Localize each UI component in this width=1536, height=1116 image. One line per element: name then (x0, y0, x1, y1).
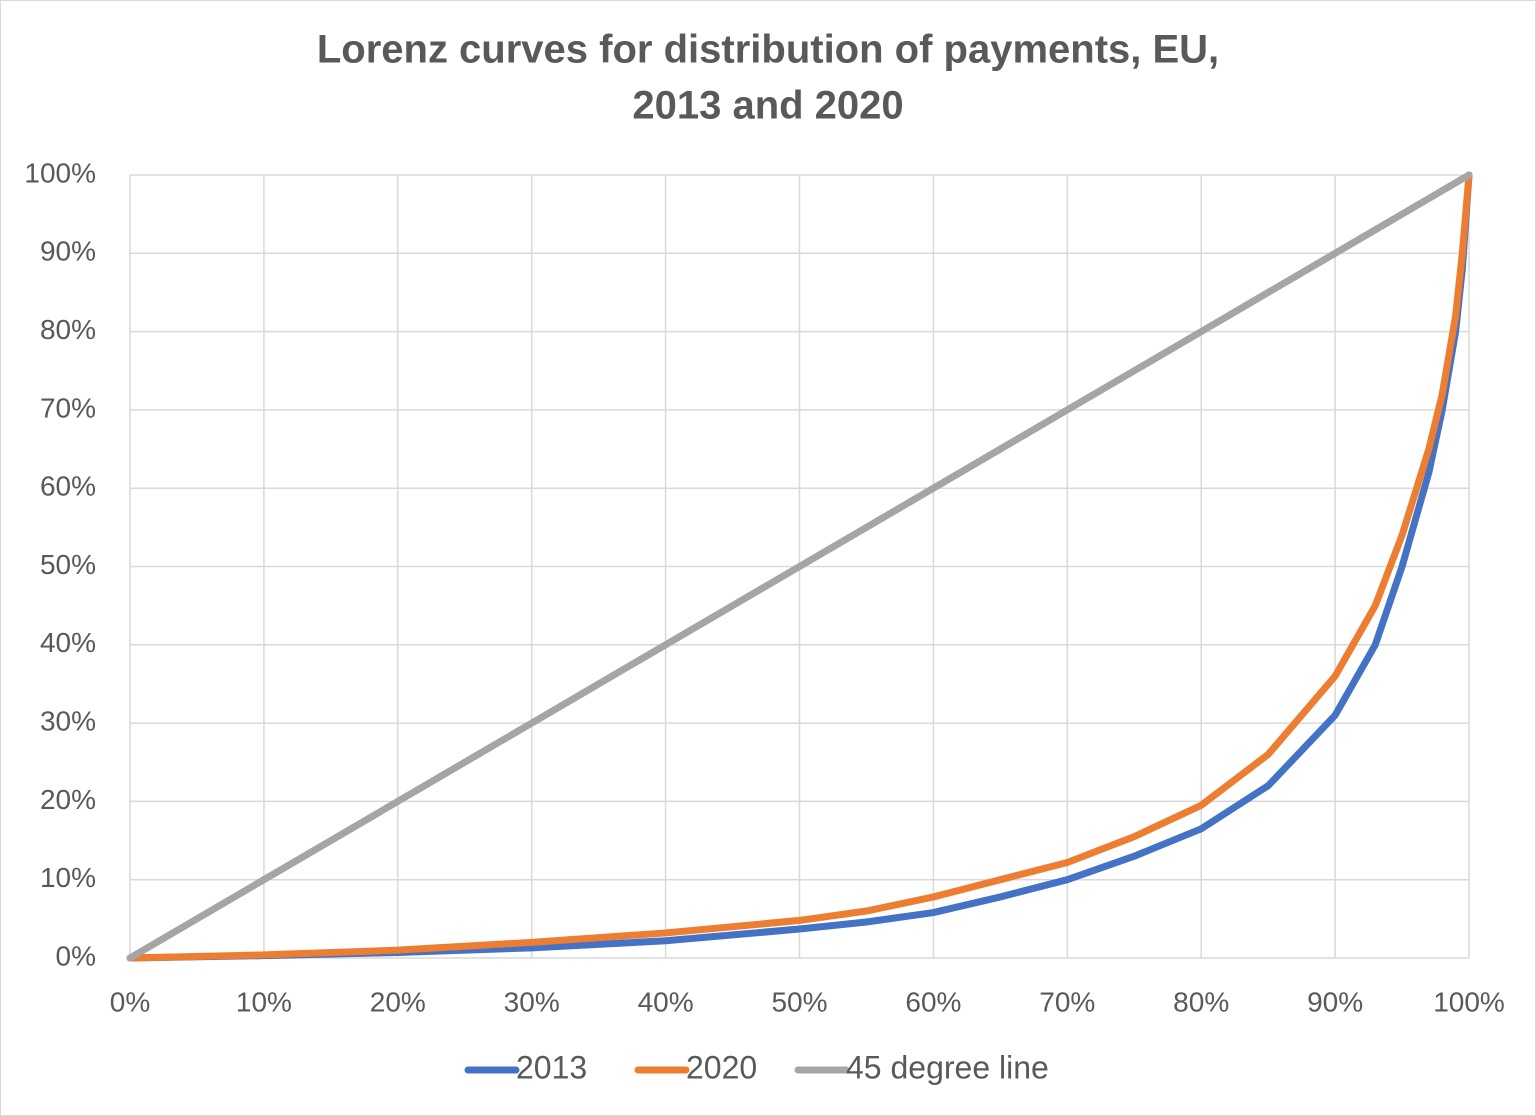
x-tick-label: 90% (1307, 986, 1363, 1017)
y-tick-label: 60% (40, 471, 96, 502)
legend-label: 2013 (516, 1049, 587, 1085)
series-line (126, 171, 1473, 962)
y-tick-label: 20% (40, 784, 96, 815)
x-tick-label: 80% (1173, 986, 1229, 1017)
x-tick-label: 100% (1433, 986, 1505, 1017)
x-tick-label: 40% (638, 986, 694, 1017)
series-line (126, 171, 1473, 962)
x-tick-label: 50% (771, 986, 827, 1017)
y-tick-label: 80% (40, 314, 96, 345)
y-tick-label: 70% (40, 392, 96, 423)
series-line (126, 171, 1473, 962)
legend-label: 2020 (686, 1049, 757, 1085)
legend-label: 45 degree line (846, 1049, 1049, 1085)
x-tick-label: 10% (236, 986, 292, 1017)
x-tick-label: 30% (504, 986, 560, 1017)
y-tick-label: 100% (24, 157, 96, 188)
y-tick-label: 90% (40, 236, 96, 267)
x-tick-label: 20% (370, 986, 426, 1017)
chart-title: Lorenz curves for distribution of paymen… (317, 28, 1219, 72)
y-tick-label: 0% (56, 940, 96, 971)
x-tick-label: 70% (1039, 986, 1095, 1017)
y-tick-label: 10% (40, 862, 96, 893)
x-tick-label: 60% (905, 986, 961, 1017)
y-tick-label: 50% (40, 549, 96, 580)
y-tick-label: 30% (40, 705, 96, 736)
y-tick-label: 40% (40, 627, 96, 658)
chart-title: 2013 and 2020 (632, 84, 903, 128)
x-tick-label: 0% (110, 986, 150, 1017)
